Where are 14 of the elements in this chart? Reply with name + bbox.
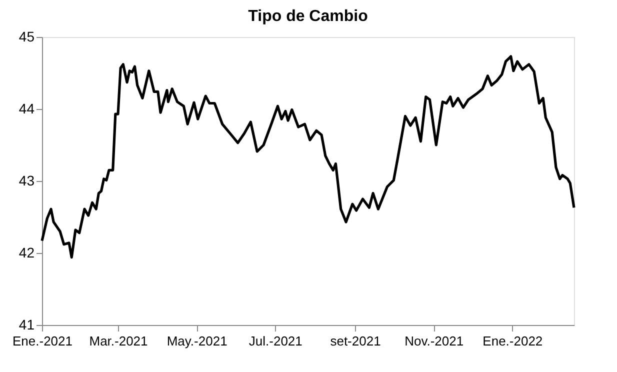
x-tick-label: Nov.-2021 (404, 334, 464, 348)
x-tick-label: Ene.-2022 (482, 334, 543, 348)
y-tick-label: 44 (18, 100, 35, 116)
y-tick-label: 45 (18, 28, 35, 44)
x-tick-label: Jul.-2021 (248, 334, 302, 348)
x-tick-label: set-2021 (330, 334, 381, 348)
y-tick-label: 43 (18, 172, 35, 188)
x-tick-label: May.-2021 (166, 334, 228, 348)
x-tick-label: Ene.-2021 (12, 334, 72, 348)
line-series (40, 55, 576, 259)
x-tick-label: Mar.-2021 (89, 334, 148, 348)
chart-title: Tipo de Cambio (248, 8, 368, 25)
y-tick-label: 41 (18, 316, 35, 332)
y-tick-label: 42 (18, 244, 35, 260)
